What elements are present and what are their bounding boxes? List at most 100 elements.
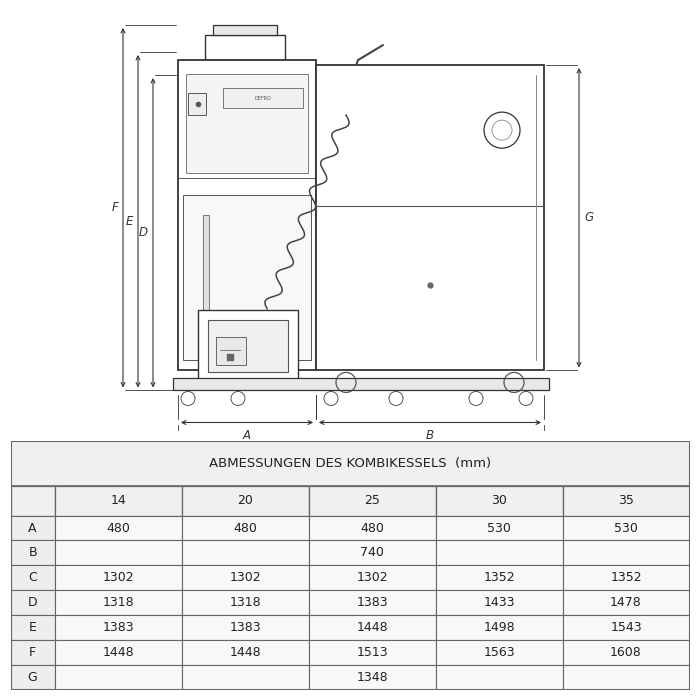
- Bar: [435, 516, 563, 540]
- Bar: [435, 615, 563, 640]
- Bar: [309, 540, 435, 566]
- Bar: [563, 540, 690, 566]
- Bar: [435, 566, 563, 590]
- Bar: [10, 486, 55, 516]
- Text: 1302: 1302: [230, 571, 261, 584]
- Bar: [181, 540, 309, 566]
- Text: 480: 480: [233, 522, 257, 535]
- Bar: [55, 590, 181, 615]
- Bar: [181, 590, 309, 615]
- Bar: [55, 665, 181, 690]
- Text: G: G: [28, 671, 37, 684]
- Bar: [181, 615, 309, 640]
- Text: 1348: 1348: [356, 671, 388, 684]
- Bar: [309, 486, 435, 516]
- Bar: [55, 566, 181, 590]
- Bar: [10, 540, 55, 566]
- Text: 1608: 1608: [610, 645, 642, 659]
- Text: 530: 530: [487, 522, 511, 535]
- Bar: [173, 379, 549, 391]
- Bar: [181, 665, 309, 690]
- Bar: [198, 310, 298, 380]
- Text: E: E: [29, 621, 36, 634]
- Text: ABMESSUNGEN DES KOMBIKESSELS  (mm): ABMESSUNGEN DES KOMBIKESSELS (mm): [209, 457, 491, 470]
- Bar: [309, 516, 435, 540]
- Bar: [327, 97, 370, 130]
- Text: 1498: 1498: [483, 621, 515, 634]
- Bar: [186, 74, 308, 173]
- Bar: [203, 216, 209, 324]
- Bar: [309, 566, 435, 590]
- Bar: [181, 516, 309, 540]
- Bar: [10, 441, 690, 486]
- Text: 1383: 1383: [102, 621, 134, 634]
- Bar: [181, 566, 309, 590]
- Text: 1478: 1478: [610, 596, 642, 609]
- Text: 1383: 1383: [356, 596, 388, 609]
- Bar: [208, 321, 288, 372]
- Text: 1352: 1352: [483, 571, 515, 584]
- Bar: [10, 590, 55, 615]
- Text: B: B: [426, 430, 434, 442]
- Text: 1543: 1543: [610, 621, 642, 634]
- Bar: [213, 25, 277, 35]
- Bar: [55, 615, 181, 640]
- Text: 1433: 1433: [483, 596, 514, 609]
- Bar: [188, 93, 206, 115]
- Text: A: A: [28, 522, 37, 535]
- Bar: [435, 665, 563, 690]
- Text: F: F: [111, 201, 118, 214]
- Bar: [205, 35, 285, 60]
- Text: D: D: [28, 596, 37, 609]
- Bar: [10, 615, 55, 640]
- Bar: [435, 486, 563, 516]
- Bar: [309, 665, 435, 690]
- Bar: [563, 640, 690, 665]
- Text: 1302: 1302: [356, 571, 388, 584]
- Text: 1563: 1563: [483, 645, 515, 659]
- Text: B: B: [28, 547, 37, 559]
- Text: 1383: 1383: [230, 621, 261, 634]
- Text: 1448: 1448: [356, 621, 388, 634]
- Bar: [309, 615, 435, 640]
- Text: 35: 35: [618, 494, 634, 508]
- Text: 20: 20: [237, 494, 253, 508]
- Bar: [309, 590, 435, 615]
- Text: 1513: 1513: [356, 645, 388, 659]
- Text: 30: 30: [491, 494, 507, 508]
- Text: 1318: 1318: [230, 596, 261, 609]
- Bar: [563, 615, 690, 640]
- Text: 1318: 1318: [102, 596, 134, 609]
- Bar: [55, 516, 181, 540]
- Bar: [321, 90, 376, 135]
- Bar: [435, 590, 563, 615]
- Text: D: D: [139, 226, 148, 239]
- Bar: [216, 337, 246, 365]
- Bar: [435, 540, 563, 566]
- Text: 1448: 1448: [102, 645, 134, 659]
- Text: E: E: [125, 215, 133, 228]
- Text: 14: 14: [110, 494, 126, 508]
- Text: DEFRO: DEFRO: [255, 96, 272, 101]
- Text: G: G: [584, 211, 593, 224]
- Text: 1352: 1352: [610, 571, 642, 584]
- Text: 740: 740: [360, 547, 384, 559]
- Bar: [181, 486, 309, 516]
- Text: 530: 530: [614, 522, 638, 535]
- Text: F: F: [29, 645, 36, 659]
- Bar: [435, 640, 563, 665]
- Bar: [55, 640, 181, 665]
- Bar: [10, 640, 55, 665]
- Bar: [178, 60, 316, 370]
- Bar: [316, 65, 544, 370]
- Text: 1448: 1448: [230, 645, 261, 659]
- Bar: [10, 665, 55, 690]
- Bar: [563, 566, 690, 590]
- Bar: [10, 516, 55, 540]
- Bar: [563, 590, 690, 615]
- Text: 480: 480: [106, 522, 130, 535]
- Bar: [223, 88, 303, 108]
- Bar: [55, 486, 181, 516]
- Text: C: C: [28, 571, 37, 584]
- Bar: [309, 640, 435, 665]
